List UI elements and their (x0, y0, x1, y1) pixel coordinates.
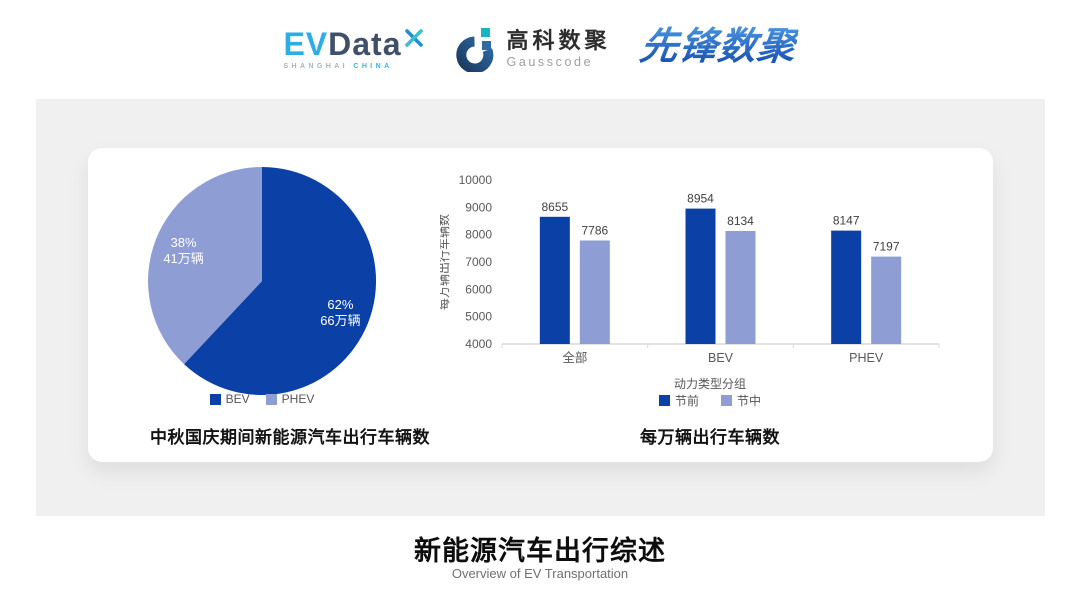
pie-percent-label: 38% (171, 235, 197, 250)
legend-item: PHEV (265, 392, 315, 406)
legend-label: 节前 (674, 394, 699, 408)
y-tick-label: 7000 (465, 255, 492, 269)
category-label: PHEV (849, 351, 884, 365)
evdata-china-text: CHINA (353, 63, 393, 70)
pie-slice-phev (148, 167, 262, 365)
legend-item: 节中 (721, 392, 761, 409)
legend-label: PHEV (281, 392, 315, 406)
evdata-logo: EV Data SHANGHAI CHINA (283, 16, 423, 70)
bar-value-label: 8147 (833, 214, 860, 228)
bar-节中-PHEV (871, 256, 902, 344)
g-ring-icon (455, 28, 493, 72)
pie-percent-label: 62% (327, 297, 353, 312)
header-logos: EV Data SHANGHAI CHINA (0, 16, 1080, 72)
legend-swatch (209, 393, 221, 405)
gausscode-logo: 高科数聚 Gausscode (454, 16, 611, 72)
legend-swatch (658, 395, 670, 406)
evdata-subtext: SHANGHAI CHINA (283, 63, 423, 70)
bar-chart-xlabel: 动力类型分组 (673, 377, 746, 391)
evdata-wordmark: EV Data (283, 28, 423, 60)
bar-value-label: 7197 (873, 240, 900, 254)
y-tick-label: 8000 (465, 228, 492, 242)
bar-value-label: 8655 (541, 200, 568, 214)
y-tick-label: 9000 (465, 200, 492, 214)
x-star-icon (404, 29, 423, 47)
bar-chart: 4000 5000 6000 7000 8000 9000 10000 每万辆出行车辆数 865… (440, 173, 940, 365)
pie-legend: BEV PHEV (132, 392, 392, 406)
category-label: BEV (708, 351, 734, 365)
pie-value-label: 66万辆 (320, 313, 360, 328)
legend-item: BEV (209, 392, 250, 406)
bar-legend: 节前 节中 (440, 392, 980, 409)
legend-swatch (721, 395, 732, 406)
y-tick-label: 5000 (465, 310, 492, 324)
pie-slice-bev (184, 167, 377, 395)
y-tick-label: 4000 (465, 337, 492, 351)
report-subtitle: Overview of EV Transportation (451, 566, 629, 581)
evdata-ev-text: EV (283, 26, 329, 62)
pie-chart-title: 中秋国庆期间新能源汽车出行车辆数 (150, 428, 430, 447)
y-tick-label: 10000 (459, 173, 493, 187)
bar-节前-BEV (685, 208, 716, 344)
bar-节前-PHEV (831, 230, 862, 344)
evdata-data-text: Data (328, 26, 402, 62)
bar-节中-BEV (725, 231, 756, 344)
bar-value-label: 7786 (581, 224, 608, 238)
xianfeng-logo: 先锋数聚 (637, 16, 800, 68)
y-tick-label: 6000 (465, 282, 492, 296)
bar-value-label: 8954 (687, 192, 714, 206)
legend-label: BEV (225, 392, 250, 406)
evdata-shanghai-text: SHANGHAI (283, 63, 348, 70)
bar-节中-全部 (579, 240, 610, 344)
bar-chart-title: 每万辆出行车辆数 (640, 428, 780, 447)
gausscode-text: 高科数聚 Gausscode (506, 28, 611, 69)
y-axis-title: 每万辆出行车辆数 (440, 214, 451, 310)
gausscode-cn-text: 高科数聚 (506, 28, 611, 54)
report-title: 新能源汽车出行综述 (414, 536, 666, 566)
legend-item: 节前 (658, 392, 699, 409)
pie-chart: 62%66万辆 38%41万辆 (148, 167, 377, 395)
category-label: 全部 (562, 350, 587, 365)
legend-swatch (265, 393, 277, 405)
bar-value-label: 8134 (727, 214, 754, 228)
gausscode-en-text: Gausscode (506, 54, 594, 69)
pie-value-label: 41万辆 (163, 251, 203, 266)
bar-节前-全部 (539, 216, 570, 344)
legend-label: 节中 (737, 394, 762, 408)
